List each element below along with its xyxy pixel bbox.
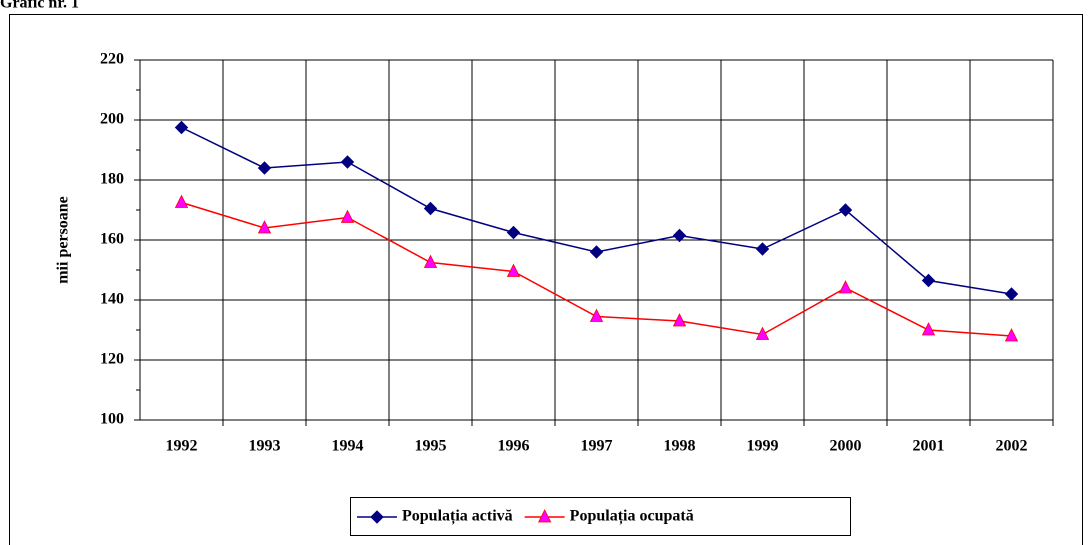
chart-frame (9, 14, 1083, 545)
y-tick-label: 120 (100, 351, 124, 368)
x-tick-label: 2002 (996, 438, 1028, 455)
marker (174, 120, 189, 135)
y-tick-label: 200 (100, 111, 124, 128)
chart-title: Grafic nr. 1 (0, 0, 79, 12)
marker (672, 313, 687, 327)
legend-label: Populația ocupată (570, 508, 694, 526)
marker (1004, 287, 1019, 301)
marker (506, 225, 521, 240)
marker (506, 263, 521, 277)
x-tick-label: 2000 (830, 438, 862, 455)
y-tick-label: 220 (100, 51, 124, 68)
y-tick-label: 140 (100, 291, 124, 308)
x-tick-label: 1994 (332, 438, 364, 455)
marker (589, 245, 604, 259)
legend-marker (538, 509, 552, 523)
legend-marker (370, 510, 384, 524)
x-tick-label: 1996 (498, 438, 530, 455)
legend-box (350, 497, 851, 536)
marker (589, 308, 604, 322)
marker (755, 326, 770, 340)
x-tick-label: 1995 (415, 438, 447, 455)
x-tick-label: 1999 (747, 438, 779, 455)
marker (921, 273, 936, 288)
marker (423, 254, 438, 268)
marker (174, 194, 189, 208)
legend-label: Populația activă (402, 508, 513, 526)
y-axis-title: mii persoane (55, 196, 72, 284)
x-tick-label: 1997 (581, 438, 613, 455)
marker (838, 203, 853, 217)
marker (672, 228, 687, 243)
marker (257, 161, 272, 175)
y-tick-label: 100 (100, 411, 124, 428)
marker (340, 209, 355, 223)
marker (755, 242, 770, 256)
y-tick-label: 160 (100, 231, 124, 248)
y-tick-label: 180 (100, 171, 124, 188)
marker (340, 155, 355, 169)
marker (921, 322, 936, 336)
x-tick-label: 1993 (249, 438, 281, 455)
x-tick-label: 2001 (913, 438, 945, 455)
marker (423, 201, 438, 216)
x-tick-label: 1998 (664, 438, 696, 455)
marker (1004, 328, 1019, 342)
x-tick-label: 1992 (166, 438, 198, 455)
marker (838, 280, 853, 294)
marker (257, 220, 272, 234)
